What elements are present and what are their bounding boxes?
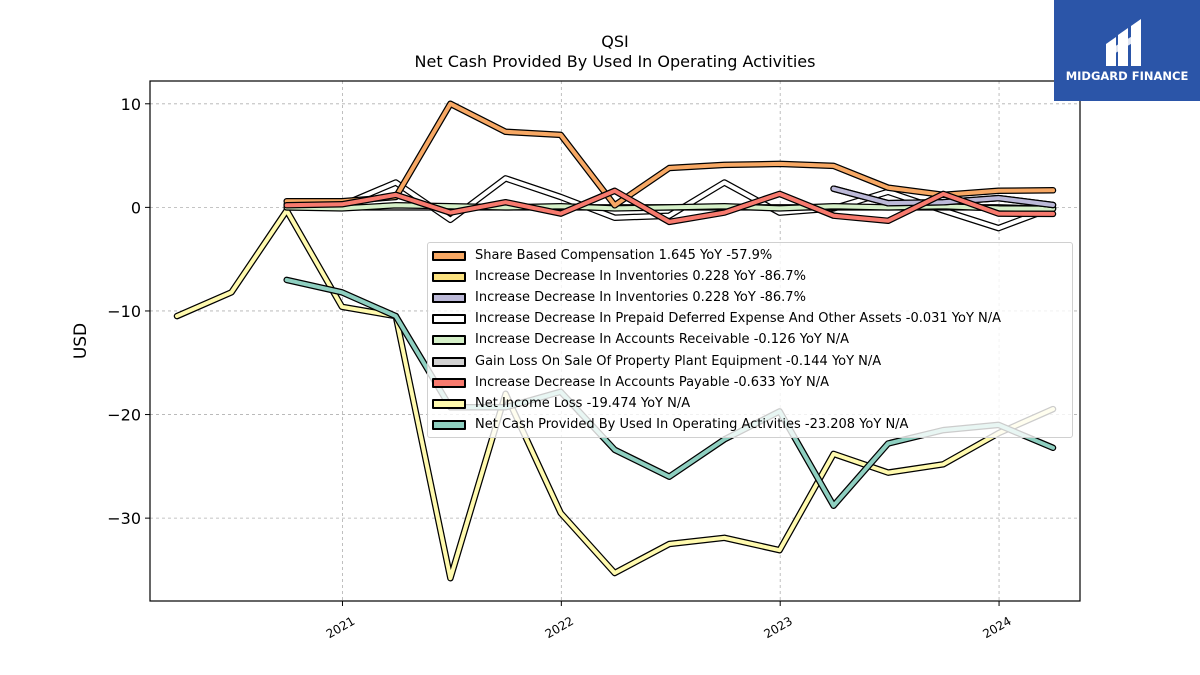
legend-swatch <box>432 272 466 283</box>
legend-label: Gain Loss On Sale Of Property Plant Equi… <box>475 353 882 369</box>
chart-title: QSI <box>601 32 629 51</box>
series-line <box>284 188 1055 224</box>
legend-item: Increase Decrease In Accounts Receivable… <box>428 331 1074 352</box>
legend-item: Gain Loss On Sale Of Property Plant Equi… <box>428 353 1074 374</box>
chart-legend: Share Based Compensation 1.645 YoY -57.9… <box>427 242 1073 438</box>
series-line <box>284 101 1055 208</box>
x-tick-label: 2022 <box>543 614 576 641</box>
brand-logo: MIDGARD FINANCE <box>1054 0 1200 101</box>
y-tick-label: 10 <box>121 95 141 114</box>
legend-label: Share Based Compensation 1.645 YoY -57.9… <box>475 248 773 263</box>
x-tick-label: 2021 <box>324 614 357 641</box>
legend-swatch <box>432 398 466 409</box>
legend-item: Increase Decrease In Inventories 0.228 Y… <box>428 289 1074 310</box>
y-tick-label: −20 <box>107 406 141 425</box>
midgard-logo-icon <box>1106 19 1141 66</box>
legend-item: Share Based Compensation 1.645 YoY -57.9… <box>428 247 1074 268</box>
legend-label: Increase Decrease In Prepaid Deferred Ex… <box>475 311 1002 327</box>
legend-swatch <box>432 293 466 304</box>
series-line <box>831 186 1055 207</box>
series-line <box>175 208 1055 581</box>
legend-swatch <box>432 419 466 430</box>
legend-item: Increase Decrease In Prepaid Deferred Ex… <box>428 310 1074 331</box>
legend-swatch <box>432 251 466 261</box>
chart-subtitle: Net Cash Provided By Used In Operating A… <box>414 52 816 71</box>
y-tick-label: −30 <box>107 509 141 528</box>
legend-label: Increase Decrease In Inventories 0.228 Y… <box>475 290 806 306</box>
legend-label: Net Income Loss -19.474 YoY N/A <box>475 395 691 411</box>
legend-label: Increase Decrease In Accounts Receivable… <box>475 332 849 348</box>
legend-item: Increase Decrease In Inventories 0.228 Y… <box>428 268 1074 289</box>
y-tick-label: 0 <box>131 198 141 217</box>
y-axis-label: USD <box>71 323 91 359</box>
plot-frame <box>149 80 1081 602</box>
y-tick-label: −10 <box>107 302 141 321</box>
legend-item: Increase Decrease In Accounts Payable -0… <box>428 374 1074 395</box>
legend-label: Increase Decrease In Accounts Payable -0… <box>475 374 829 390</box>
legend-swatch <box>432 314 466 325</box>
legend-swatch <box>432 335 466 346</box>
legend-swatch <box>432 377 466 388</box>
legend-swatch <box>432 356 466 367</box>
legend-item: Net Cash Provided By Used In Operating A… <box>428 416 1074 437</box>
x-tick-label: 2023 <box>761 614 794 641</box>
legend-label: Increase Decrease In Inventories 0.228 Y… <box>475 269 806 285</box>
brand-name: MIDGARD FINANCE <box>1065 69 1189 83</box>
series-line <box>284 203 1055 211</box>
x-tick-label: 2024 <box>980 614 1013 641</box>
legend-item: Net Income Loss -19.474 YoY N/A <box>428 395 1074 416</box>
legend-label: Net Cash Provided By Used In Operating A… <box>475 416 909 432</box>
